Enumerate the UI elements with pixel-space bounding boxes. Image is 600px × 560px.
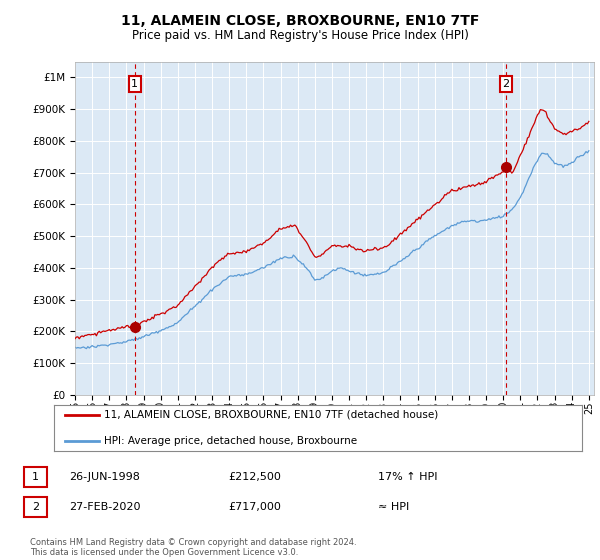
Text: 1: 1 <box>32 472 39 482</box>
Text: 11, ALAMEIN CLOSE, BROXBOURNE, EN10 7TF: 11, ALAMEIN CLOSE, BROXBOURNE, EN10 7TF <box>121 14 479 28</box>
Text: 11, ALAMEIN CLOSE, BROXBOURNE, EN10 7TF (detached house): 11, ALAMEIN CLOSE, BROXBOURNE, EN10 7TF … <box>104 410 439 420</box>
Text: 26-JUN-1998: 26-JUN-1998 <box>69 472 140 482</box>
Text: £717,000: £717,000 <box>228 502 281 512</box>
Text: £212,500: £212,500 <box>228 472 281 482</box>
Text: HPI: Average price, detached house, Broxbourne: HPI: Average price, detached house, Brox… <box>104 436 357 446</box>
Text: ≈ HPI: ≈ HPI <box>378 502 409 512</box>
Text: 2: 2 <box>502 79 509 89</box>
Text: 1: 1 <box>131 79 138 89</box>
Text: 17% ↑ HPI: 17% ↑ HPI <box>378 472 437 482</box>
Text: 2: 2 <box>32 502 39 512</box>
Text: Price paid vs. HM Land Registry's House Price Index (HPI): Price paid vs. HM Land Registry's House … <box>131 29 469 42</box>
Text: Contains HM Land Registry data © Crown copyright and database right 2024.
This d: Contains HM Land Registry data © Crown c… <box>30 538 356 557</box>
Text: 27-FEB-2020: 27-FEB-2020 <box>69 502 140 512</box>
